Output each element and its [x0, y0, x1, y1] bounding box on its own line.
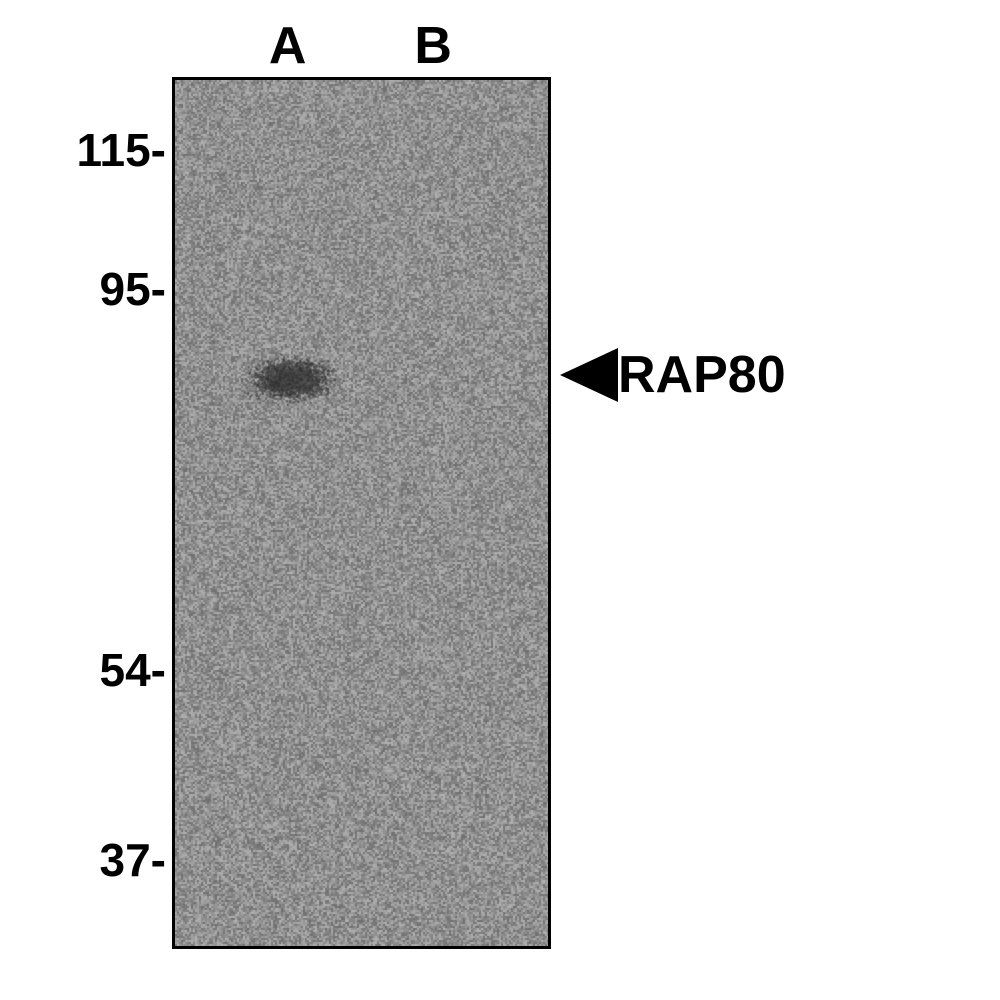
band-label-rap80: RAP80: [560, 345, 786, 405]
mw-label-115: 115-: [0, 123, 166, 177]
mw-label-54: 54-: [0, 643, 166, 697]
arrow-left-icon: [560, 348, 618, 402]
lane-label-a: A: [258, 16, 318, 76]
mw-label-37: 37-: [0, 833, 166, 887]
blot-membrane: [172, 77, 551, 949]
lane-label-b: B: [403, 16, 463, 76]
band-label-text: RAP80: [618, 345, 786, 405]
blot-figure: A B 115- 95- 54- 37- RAP80: [0, 0, 1000, 1000]
blot-noise-background: [175, 80, 548, 946]
mw-label-95: 95-: [0, 262, 166, 316]
